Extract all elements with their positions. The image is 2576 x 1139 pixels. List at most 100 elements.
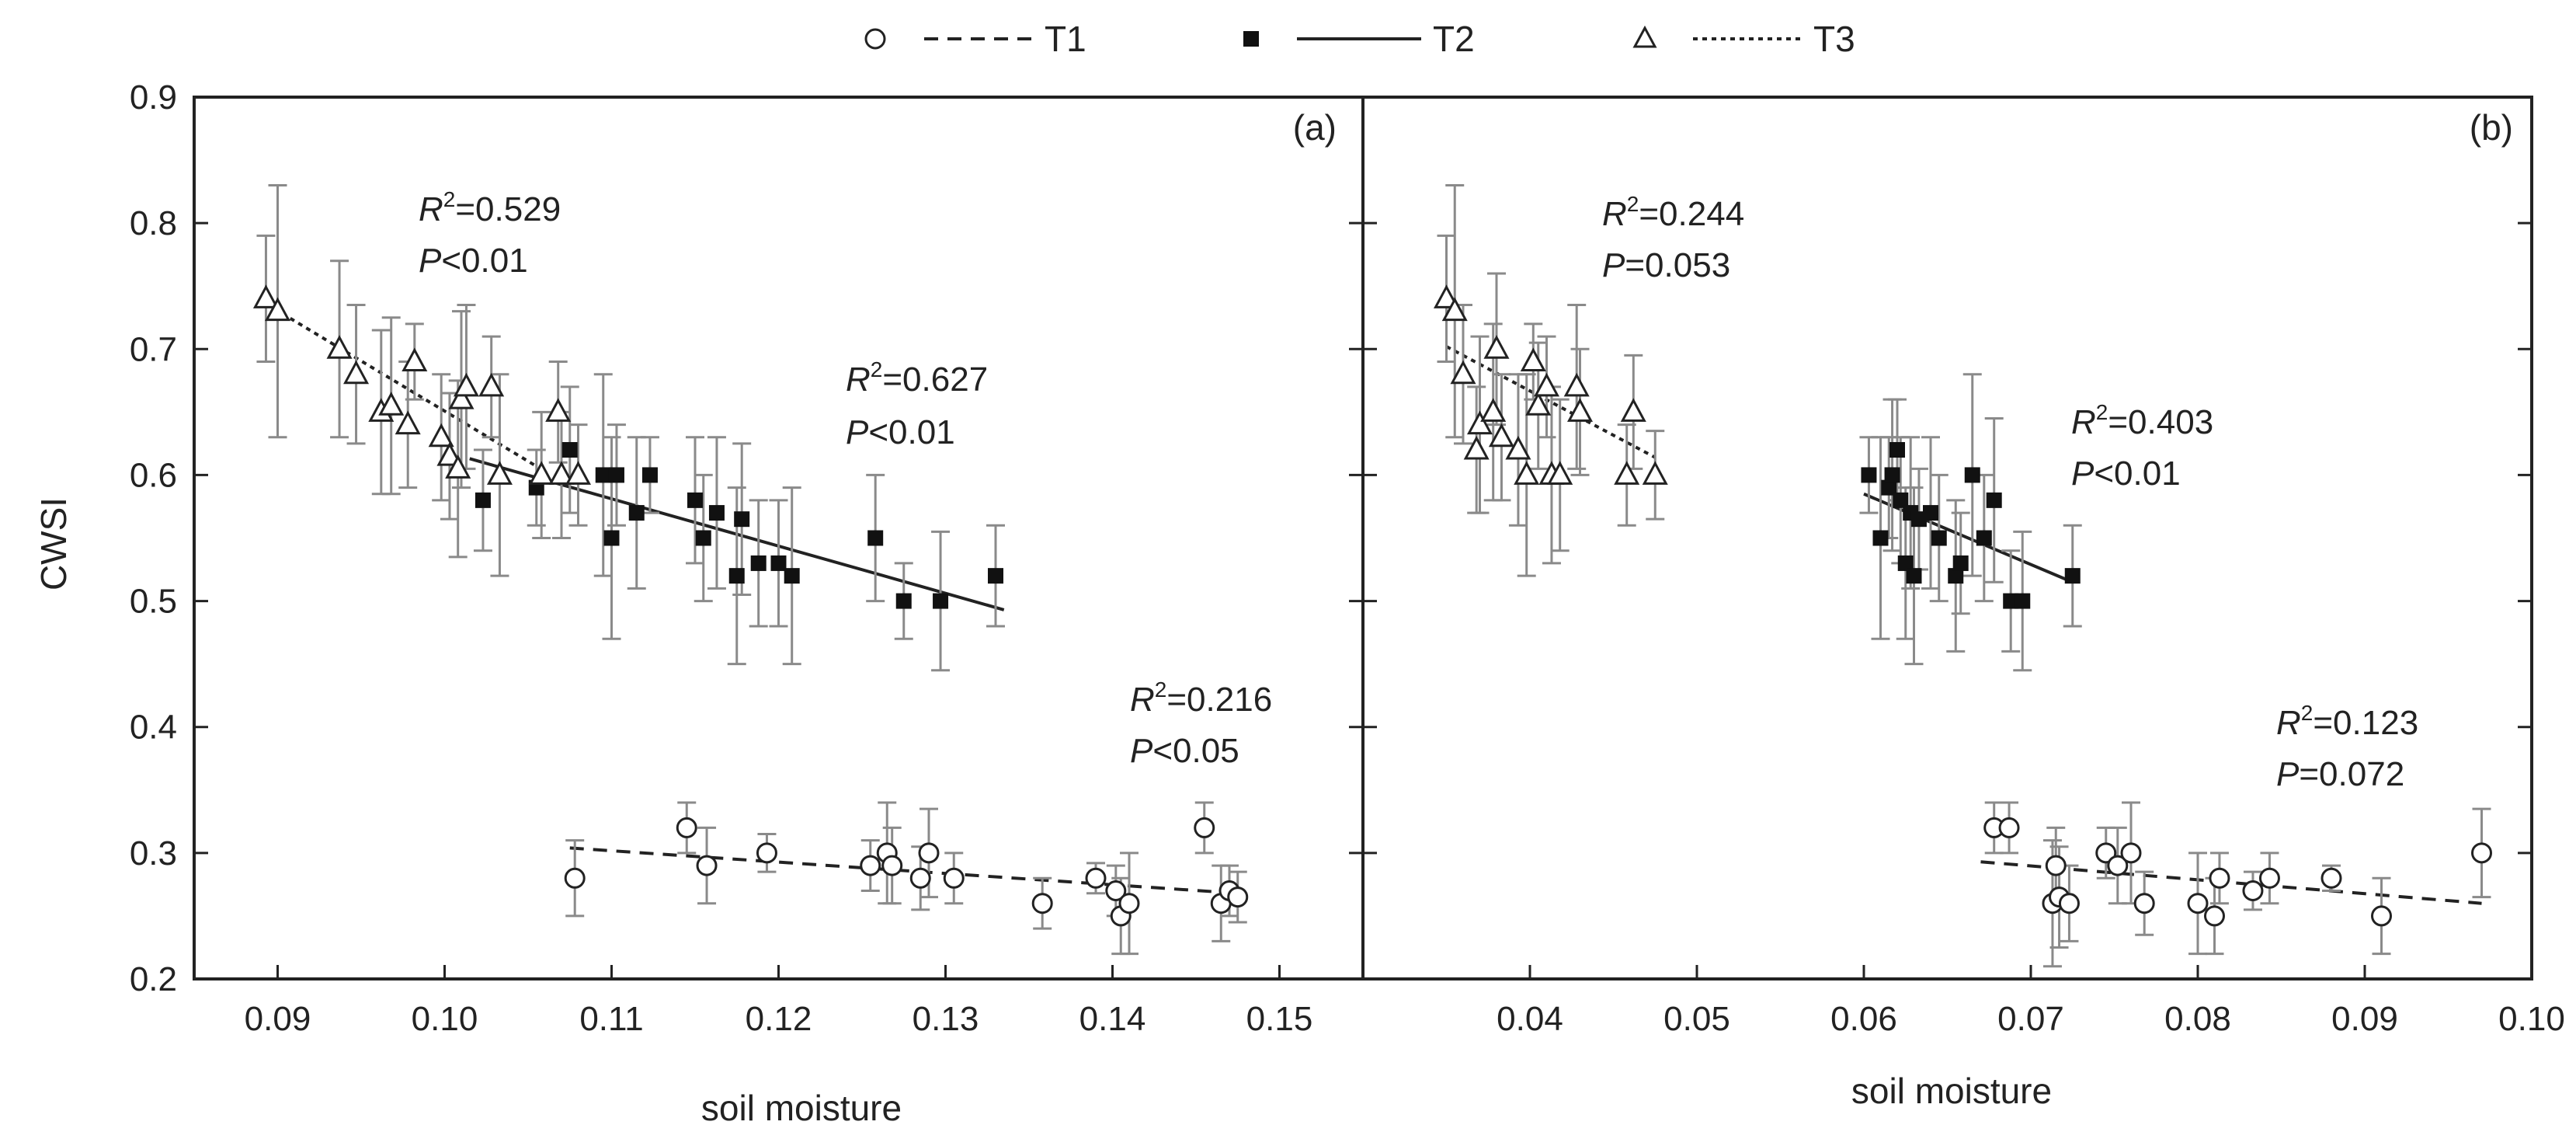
annotation-r2-t2: R2=0.403 <box>2071 400 2213 441</box>
point-t2 <box>695 530 711 546</box>
point-t1 <box>2045 855 2067 876</box>
point-t1 <box>918 842 940 864</box>
point-t3 <box>1642 461 1668 485</box>
error-bars <box>1437 184 2491 968</box>
fit-line-t3 <box>1445 345 1656 459</box>
point-t2 <box>1872 530 1889 546</box>
point-t3 <box>1463 435 1490 460</box>
annotation-p-t3: P=0.053 <box>1602 246 1730 284</box>
annotation-r2-t3: R2=0.244 <box>1602 192 1744 233</box>
x-ticks: 0.04 0.05 0.06 0.07 0.08 0.09 0.10 <box>1497 965 2565 1038</box>
x-axis-title: soil moisture <box>1851 1071 2052 1111</box>
point-t2 <box>1948 568 1964 584</box>
point-t1 <box>696 855 718 876</box>
point-t3 <box>478 372 505 397</box>
point-t3 <box>264 297 291 322</box>
data-points <box>252 284 1249 927</box>
point-t2 <box>687 492 703 508</box>
point-t2 <box>708 505 725 521</box>
point-t1 <box>1105 880 1127 901</box>
legend-label-t1: T1 <box>1045 19 1086 59</box>
point-t2 <box>475 492 491 508</box>
point-t1 <box>2095 842 2117 864</box>
x-tick-label: 0.15 <box>1246 1000 1313 1038</box>
x-tick-label: 0.08 <box>2164 1000 2231 1038</box>
point-t1 <box>2058 893 2080 914</box>
fit-line-t3 <box>273 307 537 468</box>
x-tick-label: 0.07 <box>1997 1000 2064 1038</box>
annotation-p-t3: P<0.01 <box>419 242 528 280</box>
point-t2 <box>1964 467 1980 483</box>
point-t2 <box>2064 568 2081 584</box>
point-t2 <box>1906 568 1922 584</box>
point-t2 <box>895 593 912 609</box>
point-t1 <box>881 855 903 876</box>
point-t3 <box>1466 410 1493 435</box>
point-t2 <box>1910 511 1927 528</box>
point-t3 <box>1525 392 1552 416</box>
fit-line-t1 <box>569 846 1238 895</box>
point-t3 <box>565 461 592 485</box>
point-t2 <box>734 511 750 528</box>
point-t2 <box>2003 593 2019 609</box>
y-tick-label: 0.5 <box>130 583 177 621</box>
point-t1 <box>756 842 777 864</box>
point-t3 <box>378 392 405 416</box>
point-t2 <box>641 467 658 483</box>
annotation-r2-t1: R2=0.216 <box>1130 677 1272 719</box>
fit-lines <box>1445 345 2482 905</box>
point-t2 <box>1884 467 1900 483</box>
x-tick-label: 0.06 <box>1830 1000 1897 1038</box>
point-t2 <box>1923 505 1938 521</box>
point-t3 <box>402 347 428 371</box>
point-t1 <box>2371 905 2392 927</box>
annotation-r2-t2: R2=0.627 <box>846 357 988 399</box>
panel-b: 0.04 0.05 0.06 0.07 0.08 0.09 0.10 (b) soil mo… <box>1363 96 2565 1111</box>
point-t1 <box>1031 893 1053 914</box>
point-t2 <box>628 505 645 521</box>
point-t1 <box>2320 867 2342 889</box>
point-t3 <box>448 385 475 409</box>
point-t3 <box>1520 347 1546 371</box>
point-t3 <box>1563 372 1590 397</box>
x-tick-label: 0.04 <box>1497 1000 1563 1038</box>
legend-marker-t1 <box>864 28 886 50</box>
legend-item-t3: T3 <box>1632 19 1855 59</box>
data-points <box>1433 284 2492 927</box>
point-t3 <box>1488 423 1514 448</box>
point-t1 <box>2471 842 2492 864</box>
fit-lines <box>273 307 1238 895</box>
panel-label: (b) <box>2470 107 2513 148</box>
point-t3 <box>1433 284 1460 308</box>
point-t2 <box>728 568 745 584</box>
point-t2 <box>1861 467 1877 483</box>
point-t2 <box>1893 492 1909 508</box>
point-t2 <box>1889 442 1905 458</box>
annotation-r2-t1: R2=0.123 <box>2276 701 2418 742</box>
point-t3 <box>1483 335 1510 359</box>
legend-marker-t2 <box>1243 31 1259 47</box>
error-bars <box>256 184 1247 956</box>
point-t1 <box>909 867 931 889</box>
y-tick-label: 0.6 <box>130 456 177 494</box>
point-t1 <box>1194 817 1215 838</box>
legend-item-t1: T1 <box>864 19 1086 59</box>
x-ticks: 0.09 0.10 0.11 0.12 0.13 0.14 0.15 <box>245 965 1313 1038</box>
annotation-r2-t3: R2=0.529 <box>419 187 561 228</box>
point-t3 <box>343 360 370 385</box>
panel-a: 0.09 0.10 0.11 0.12 0.13 0.14 0.15 0.20.30.40.… <box>130 78 1363 1128</box>
x-tick-label: 0.13 <box>913 1000 979 1038</box>
point-t1 <box>1118 893 1140 914</box>
point-t3 <box>1620 398 1646 422</box>
x-tick-label: 0.05 <box>1663 1000 1730 1038</box>
x-tick-label: 0.09 <box>245 1000 311 1038</box>
panel-label: (a) <box>1293 107 1337 148</box>
annotation-p-t2: P<0.01 <box>2071 455 2181 493</box>
x-tick-label: 0.09 <box>2331 1000 2398 1038</box>
y-ticks: 0.2 0.3 0.4 0.5 0.6 0.7 0.8 0.9 <box>130 78 1363 998</box>
point-t3 <box>1505 435 1531 460</box>
point-t3 <box>395 410 421 435</box>
point-t3 <box>548 461 575 485</box>
point-t2 <box>867 530 884 546</box>
